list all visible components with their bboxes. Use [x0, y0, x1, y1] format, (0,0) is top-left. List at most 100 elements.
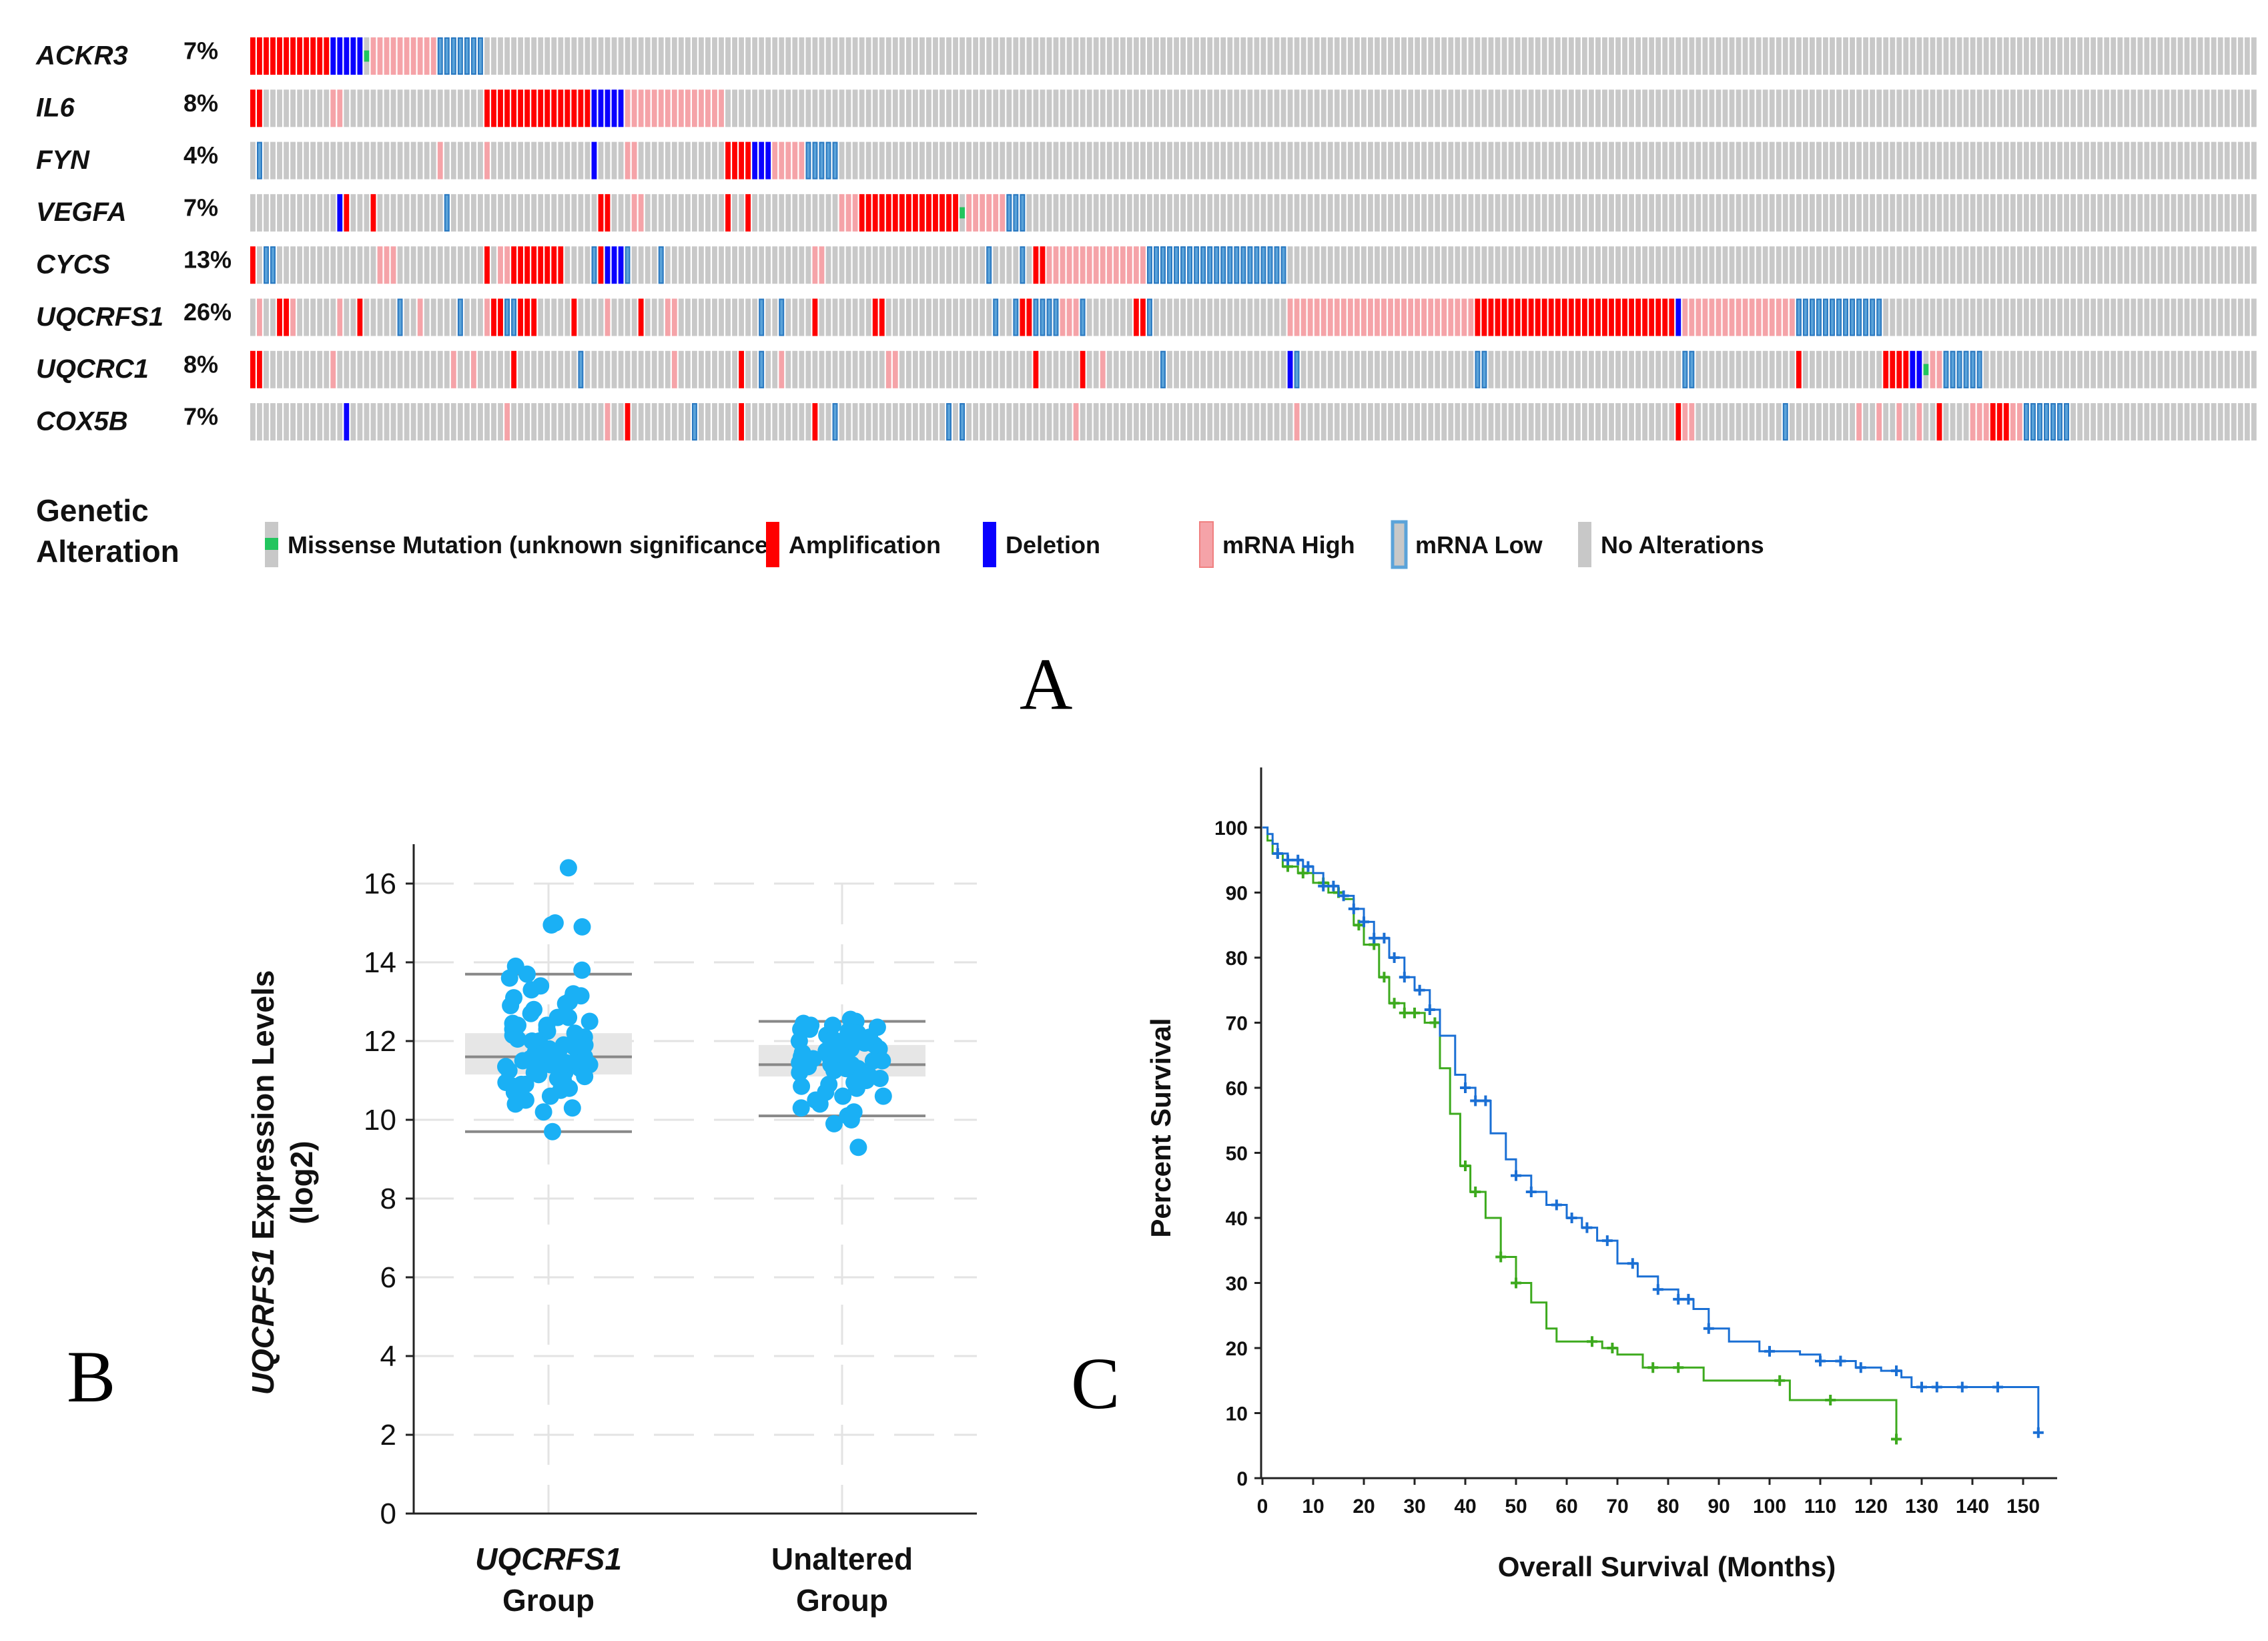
sample-cell-none — [324, 89, 330, 127]
data-point — [811, 1095, 829, 1113]
mrna-low-outline — [397, 298, 403, 336]
sample-cell-none — [410, 141, 416, 180]
sample-cell-none — [1501, 37, 1507, 75]
sample-cell-none — [1548, 89, 1554, 127]
sample-cell-none — [1334, 89, 1340, 127]
sample-cell-none — [1943, 141, 1949, 180]
sample-cell-none — [1274, 194, 1280, 232]
sample-cell-none — [879, 246, 885, 284]
sample-cell-none — [1133, 141, 1139, 180]
sample-cell-none — [772, 37, 778, 75]
sample-cell-amp — [290, 37, 296, 75]
sample-cell-none — [551, 350, 557, 388]
sample-cell-low — [1294, 350, 1300, 388]
sample-cell-none — [1615, 246, 1621, 284]
sample-cell-none — [705, 298, 711, 336]
sample-cell-none — [250, 403, 256, 441]
sample-cell-none — [410, 89, 416, 127]
sample-cell-none — [1341, 246, 1347, 284]
sample-cell-none — [1843, 89, 1848, 127]
sample-cell-none — [1147, 194, 1152, 232]
sample-cell-none — [1870, 89, 1876, 127]
sample-cell-none — [618, 37, 624, 75]
sample-cell-none — [1702, 89, 1708, 127]
sample-cell-none — [1589, 403, 1594, 441]
censor-mark — [1815, 1355, 1826, 1367]
sample-cell-none — [1066, 403, 1072, 441]
mrna-low-outline — [478, 37, 483, 75]
mrna-low-outline — [832, 403, 838, 441]
sample-cell-none — [792, 37, 798, 75]
sample-cell-none — [933, 37, 938, 75]
sample-cell-none — [1802, 89, 1808, 127]
sample-cell-none — [1267, 89, 1273, 127]
sample-cell-none — [1682, 37, 1688, 75]
sample-cell-none — [1501, 194, 1507, 232]
sample-cell-none — [564, 298, 571, 336]
sample-cell-amp — [531, 298, 537, 336]
sample-cell-none — [270, 141, 276, 180]
sample-cell-none — [919, 37, 925, 75]
sample-cell-none — [1702, 246, 1708, 284]
sample-cell-none — [1930, 194, 1936, 232]
sample-cell-none — [1207, 37, 1213, 75]
sample-cell-none — [511, 141, 516, 180]
sample-cell-none — [912, 89, 918, 127]
sample-cell-none — [1274, 350, 1280, 388]
mrna-low-outline — [759, 350, 765, 388]
sample-cell-none — [2010, 37, 2016, 75]
sample-cell-none — [1996, 141, 2002, 180]
sample-cell-none — [1956, 141, 1962, 180]
sample-cell-none — [2104, 298, 2110, 336]
sample-cell-none — [1020, 89, 1026, 127]
gene-row — [250, 403, 2257, 441]
sample-cell-low — [832, 403, 838, 441]
sample-cell-none — [872, 141, 878, 180]
sample-cell-none — [1247, 403, 1253, 441]
sample-cell-amp — [1996, 403, 2002, 441]
sample-cell-none — [1495, 141, 1501, 180]
sample-cell-none — [1762, 37, 1768, 75]
sample-cell-none — [1883, 141, 1889, 180]
sample-cell-none — [879, 37, 885, 75]
sample-cell-none — [277, 194, 282, 232]
sample-cell-none — [1441, 350, 1447, 388]
sample-cell-none — [297, 141, 303, 180]
sample-cell-amp — [270, 37, 276, 75]
sample-cell-none — [1375, 194, 1380, 232]
sample-cell-none — [1976, 298, 1982, 336]
sample-cell-high — [1415, 298, 1421, 336]
sample-cell-none — [304, 194, 310, 232]
sample-cell-none — [745, 350, 751, 388]
sample-cell-none — [1976, 37, 1982, 75]
sample-cell-none — [1401, 246, 1407, 284]
sample-cell-none — [1890, 403, 1896, 441]
sample-cell-none — [1220, 403, 1226, 441]
sample-cell-high — [625, 89, 631, 127]
sample-cell-none — [2251, 298, 2257, 336]
sample-cell-none — [2050, 350, 2056, 388]
sample-cell-none — [885, 298, 891, 336]
sample-cell-high — [1100, 350, 1106, 388]
sample-cell-none — [732, 350, 737, 388]
sample-cell-none — [2197, 403, 2203, 441]
legend-item: Missense Mutation (unknown significance) — [265, 522, 776, 567]
sample-cell-none — [1395, 403, 1400, 441]
sample-cell-none — [1870, 350, 1876, 388]
sample-cell-none — [1120, 37, 1126, 75]
sample-cell-high — [1314, 298, 1320, 336]
sample-cell-none — [765, 37, 771, 75]
sample-cell-none — [625, 194, 631, 232]
sample-cell-none — [2184, 403, 2190, 441]
sample-cell-none — [564, 37, 571, 75]
legend-item: Deletion — [983, 522, 1100, 567]
x-tick-label: 80 — [1657, 1496, 1679, 1518]
sample-cell-none — [317, 403, 323, 441]
sample-cell-none — [464, 246, 470, 284]
sample-cell-none — [424, 246, 430, 284]
sample-cell-none — [2091, 403, 2097, 441]
sample-cell-none — [905, 350, 911, 388]
sample-cell-none — [2097, 89, 2103, 127]
sample-cell-none — [1388, 37, 1393, 75]
sample-cell-none — [1689, 37, 1695, 75]
